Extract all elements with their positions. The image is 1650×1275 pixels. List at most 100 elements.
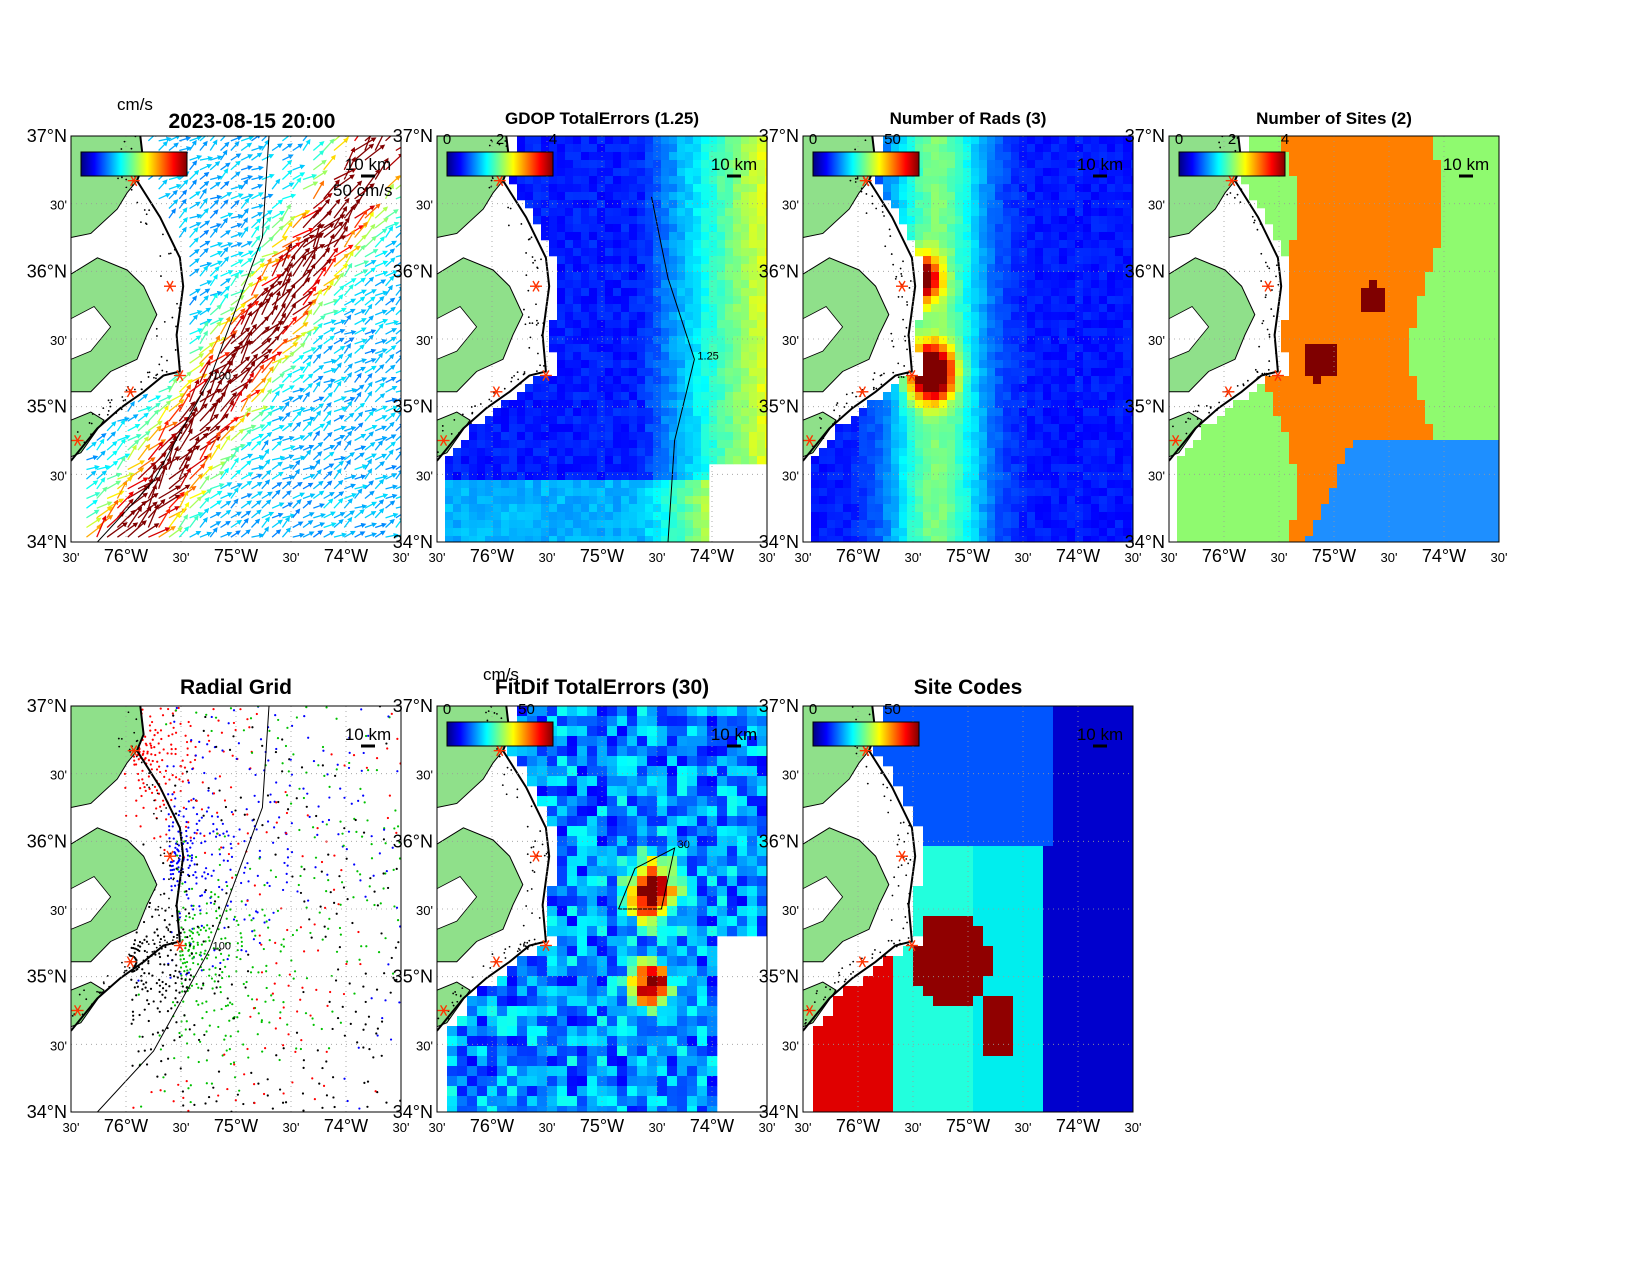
data-cell	[883, 488, 892, 497]
land-polygon	[437, 411, 471, 458]
data-cell	[557, 192, 566, 201]
data-cell	[979, 248, 988, 257]
data-cell	[757, 424, 766, 433]
data-cell	[819, 520, 828, 529]
data-cell	[597, 440, 606, 449]
data-cell	[1457, 192, 1466, 201]
current-vector	[189, 314, 199, 325]
data-cell	[955, 144, 964, 153]
current-vector	[333, 440, 342, 451]
data-cell	[907, 408, 916, 417]
current-vector	[240, 226, 249, 238]
data-cell	[1043, 256, 1052, 265]
data-cell	[629, 424, 638, 433]
data-cell	[629, 176, 638, 185]
data-cell	[597, 424, 606, 433]
data-cell	[677, 336, 686, 345]
data-cell	[971, 536, 980, 542]
data-cell	[549, 496, 558, 505]
data-cell	[661, 160, 670, 169]
data-cell	[557, 512, 566, 521]
data-cell	[1115, 456, 1124, 465]
current-vector	[302, 347, 317, 355]
data-cell	[923, 520, 932, 529]
data-cell	[1449, 152, 1458, 161]
coast-detail-dot	[528, 222, 531, 225]
data-cell	[1027, 296, 1036, 305]
coast-detail-dot	[890, 332, 893, 335]
data-cell	[1067, 464, 1076, 473]
lat-tick-label: 35°N	[393, 397, 433, 417]
data-cell	[661, 344, 670, 353]
data-cell	[931, 152, 940, 161]
data-cell	[1091, 312, 1100, 321]
data-cell	[1059, 256, 1068, 265]
data-cell	[987, 448, 996, 457]
data-cell	[525, 440, 534, 449]
data-cell	[907, 232, 916, 241]
data-cell	[541, 496, 550, 505]
data-cell	[1035, 344, 1044, 353]
data-cell	[565, 528, 574, 537]
data-cell	[1099, 176, 1108, 185]
data-cell	[621, 384, 630, 393]
data-cell	[1305, 152, 1314, 161]
data-cell	[653, 224, 662, 233]
data-cell	[955, 328, 964, 337]
data-cell	[1067, 328, 1076, 337]
data-cell	[1043, 520, 1052, 529]
data-cell	[947, 416, 956, 425]
data-cell	[701, 376, 710, 385]
data-cell	[1337, 200, 1346, 209]
current-vector	[343, 136, 351, 142]
data-cell	[963, 136, 972, 145]
current-vector	[343, 459, 351, 470]
current-vector	[271, 312, 287, 335]
data-cell	[907, 208, 916, 217]
current-vector	[354, 358, 368, 364]
data-cell	[1011, 144, 1020, 153]
current-vector	[292, 366, 306, 374]
current-vector	[209, 320, 222, 335]
data-cell	[1067, 152, 1076, 161]
data-cell	[573, 320, 582, 329]
data-cell	[995, 288, 1004, 297]
data-cell	[939, 160, 948, 169]
current-vector	[281, 241, 301, 258]
data-cell	[613, 256, 622, 265]
data-cell	[653, 256, 662, 265]
data-cell	[637, 376, 646, 385]
data-cell	[533, 176, 542, 185]
data-cell	[1059, 328, 1068, 337]
data-cell	[693, 328, 702, 337]
data-cell	[963, 360, 972, 369]
data-cell	[749, 376, 758, 385]
data-cell	[923, 256, 932, 265]
current-vector	[179, 146, 192, 152]
current-vector	[282, 154, 294, 161]
data-cell	[1075, 440, 1084, 449]
data-cell	[1043, 376, 1052, 385]
data-cell	[565, 376, 574, 385]
data-cell	[1465, 144, 1474, 153]
data-cell	[701, 368, 710, 377]
data-cell	[749, 328, 758, 337]
data-cell	[1075, 168, 1084, 177]
data-cell	[1115, 528, 1124, 537]
data-cell	[677, 504, 686, 513]
coast-detail-dot	[527, 289, 530, 292]
current-vector	[323, 235, 347, 248]
data-cell	[669, 192, 678, 201]
data-cell	[939, 416, 948, 425]
data-cell	[859, 448, 868, 457]
current-vector	[385, 175, 401, 190]
data-cell	[581, 464, 590, 473]
data-cell	[971, 520, 980, 529]
current-vector	[374, 415, 388, 422]
data-cell	[605, 440, 614, 449]
data-cell	[843, 472, 852, 481]
data-cell	[1409, 168, 1418, 177]
data-cell	[629, 368, 638, 377]
data-cell	[725, 416, 734, 425]
data-cell	[1313, 200, 1322, 209]
